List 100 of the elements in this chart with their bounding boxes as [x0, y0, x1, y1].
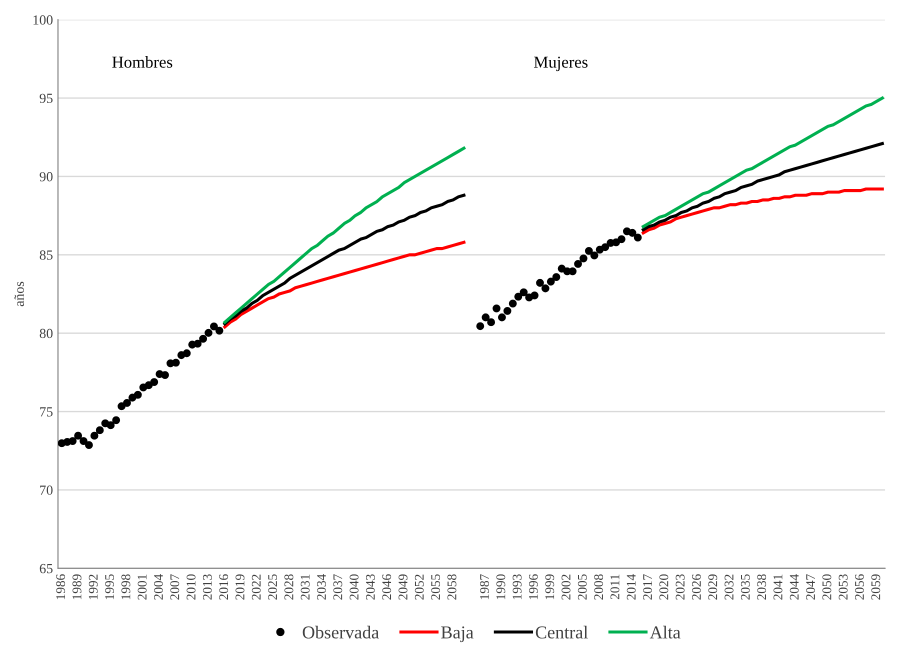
annotation: Mujeres	[534, 56, 588, 72]
x-tick-label: 2043	[366, 574, 375, 600]
y-tick-label: 65	[40, 564, 53, 574]
point	[514, 292, 522, 301]
x-tick-label: 2020	[659, 574, 668, 600]
x-tick-label: 1999	[545, 574, 554, 600]
y-tick-label: 80	[40, 328, 53, 338]
x-tick-label: 2037	[333, 574, 342, 600]
x-tick-label: 2059	[871, 574, 880, 600]
point	[574, 260, 582, 268]
point	[85, 441, 93, 450]
legend-label: Baja	[441, 626, 474, 642]
x-tick-label: 2014	[626, 574, 636, 600]
x-tick-label: 2038	[757, 574, 766, 600]
point	[601, 243, 610, 252]
y-tick-label: 95	[40, 94, 53, 104]
point	[520, 288, 528, 296]
point	[123, 398, 131, 407]
point	[476, 322, 484, 330]
y-axis-title: años	[14, 282, 24, 306]
y-tick-label: 85	[40, 250, 53, 260]
point	[161, 371, 169, 379]
point	[568, 267, 577, 276]
x-tick-label: 2023	[676, 574, 685, 600]
point	[112, 416, 120, 424]
x-tick-label: 2008	[594, 574, 604, 600]
x-tick-label: 1989	[72, 574, 82, 600]
x-tick-label: 1996	[528, 574, 538, 600]
x-tick-label: 2046	[382, 574, 392, 600]
x-tick-label: 2052	[414, 574, 424, 600]
point	[552, 273, 560, 282]
x-tick-label: 2058	[447, 574, 456, 600]
point	[536, 278, 544, 287]
y-tick-label: 90	[40, 172, 53, 182]
x-tick-label: 2029	[708, 574, 718, 600]
point	[492, 304, 500, 312]
x-tick-label: 2047	[806, 574, 816, 600]
point	[628, 228, 636, 237]
x-tick-label: 1992	[88, 574, 98, 600]
x-tick-label: 2013	[202, 574, 212, 600]
x-tick-label: 1990	[496, 574, 506, 600]
x-tick-label: 1993	[512, 574, 522, 600]
point	[498, 313, 506, 322]
point	[590, 251, 598, 260]
x-tick-label: 2050	[822, 574, 832, 600]
x-tick-label: 2022	[252, 574, 261, 600]
x-tick-label: 2035	[740, 574, 750, 600]
x-tick-label: 2005	[578, 574, 587, 600]
point	[215, 326, 224, 335]
x-tick-label: 2004	[154, 574, 163, 600]
x-tick-label: 2007	[170, 574, 180, 600]
x-tick-label: 2019	[236, 574, 244, 600]
point	[546, 278, 555, 286]
point	[90, 432, 98, 440]
x-tick-label: 2032	[724, 574, 734, 600]
x-tick-label: 2011	[610, 574, 620, 600]
x-tick-label: 2053	[838, 574, 848, 600]
x-tick-label: 2044	[790, 574, 799, 600]
x-tick-label: 2028	[284, 574, 294, 600]
point	[182, 349, 191, 358]
point	[74, 432, 82, 440]
point	[128, 394, 136, 402]
annotation: Hombres	[112, 56, 172, 68]
point	[106, 421, 115, 430]
point	[487, 318, 496, 326]
point	[80, 437, 88, 445]
point	[503, 306, 512, 315]
x-tick-label: 1987	[480, 574, 489, 600]
point	[508, 300, 517, 308]
x-tick-label: 2049	[398, 574, 408, 600]
point	[96, 426, 104, 434]
point	[150, 378, 158, 386]
point	[482, 313, 490, 322]
x-tick-label: 2055	[431, 574, 440, 600]
x-tick-label: 2026	[692, 574, 701, 600]
point	[194, 340, 202, 348]
point	[634, 234, 642, 242]
legend-label: Observada	[302, 626, 379, 639]
legend-label: Central	[536, 626, 588, 639]
point	[618, 235, 626, 244]
x-tick-label: 1986	[56, 574, 66, 600]
point	[612, 238, 620, 246]
x-tick-label: 2002	[562, 574, 570, 600]
point	[134, 390, 142, 399]
y-tick-label: 75	[40, 407, 53, 417]
x-tick-label: 2001	[138, 574, 147, 600]
x-tick-label: 2016	[219, 574, 228, 600]
point	[541, 284, 550, 292]
x-tick-label: 2025	[268, 574, 278, 600]
y-tick-label: 70	[40, 486, 53, 495]
point	[584, 246, 593, 255]
x-tick-label: 2031	[300, 574, 310, 600]
point	[530, 291, 539, 300]
point	[210, 322, 218, 330]
x-tick-label: 2034	[317, 574, 326, 600]
x-tick-label: 2040	[350, 574, 359, 600]
x-tick-label: 2017	[643, 574, 652, 600]
y-tick-label: 100	[34, 15, 53, 25]
x-tick-label: 2041	[774, 574, 782, 600]
point	[118, 402, 126, 410]
